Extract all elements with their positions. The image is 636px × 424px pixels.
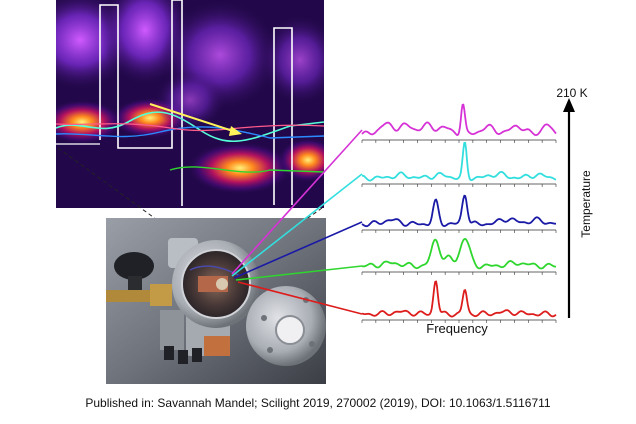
apparatus-photo: [106, 218, 326, 384]
connector-lines: [231, 129, 363, 315]
spectrum-trace: [361, 141, 557, 182]
spectrum-trace: [361, 194, 557, 228]
temperature-arrow: [563, 98, 575, 318]
spectra-stack: [361, 103, 557, 323]
top-temperature-label: 210 K: [556, 86, 587, 100]
frequency-label: Frequency: [426, 321, 488, 336]
heatmap-inset: [56, 0, 324, 208]
spectrum-trace: [361, 280, 557, 318]
spectrum-trace: [361, 103, 557, 136]
spectrum-trace: [361, 238, 556, 270]
publication-caption: Published in: Savannah Mandel; Scilight …: [85, 396, 551, 410]
temperature-axis-label: Temperature: [579, 170, 593, 238]
zoom-dash-left: [57, 147, 161, 223]
